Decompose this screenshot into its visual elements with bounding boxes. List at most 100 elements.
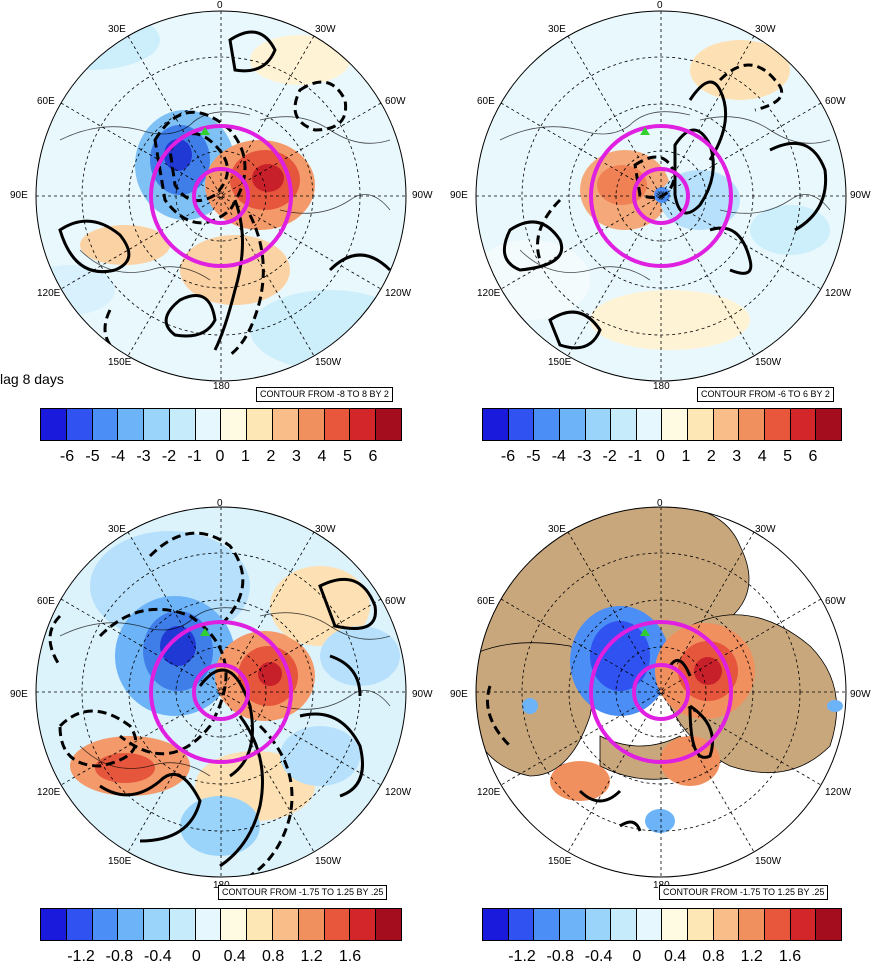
colorbar-swatch bbox=[636, 409, 663, 440]
colorbar-tick-label: 1.6 bbox=[778, 948, 802, 965]
map-panel-bottom-left: 0 30E 30W 60E 60W 90E 90W 120E 120W 150E… bbox=[0, 496, 440, 966]
colorbar-swatch bbox=[534, 409, 560, 440]
colorbar-swatch bbox=[790, 409, 817, 440]
colorbar-swatch bbox=[765, 409, 791, 440]
colorbar-swatch bbox=[221, 909, 248, 940]
colorbar-ticks: -1.2 -0.8 -0.4 0 0.4 0.8 1.2 1.6 bbox=[440, 948, 874, 966]
colorbar-swatch bbox=[195, 409, 222, 440]
colorbar-swatch bbox=[41, 909, 67, 940]
lon-label-30w: 30W bbox=[755, 24, 776, 35]
lon-label-0: 0 bbox=[217, 0, 223, 11]
colorbar-swatch bbox=[350, 909, 377, 940]
lon-label-60w: 60W bbox=[825, 96, 846, 107]
lon-label-30e: 30E bbox=[548, 524, 566, 535]
polar-map-top-left bbox=[35, 10, 407, 382]
lon-label-30w: 30W bbox=[315, 524, 336, 535]
colorbar-swatch bbox=[350, 409, 377, 440]
lon-label-150e: 150E bbox=[108, 357, 132, 368]
colorbar-tick-label: 5 bbox=[783, 448, 793, 465]
colorbar-swatch bbox=[144, 909, 170, 940]
colorbar-tick-label: 0.4 bbox=[664, 948, 687, 965]
colorbar-swatch bbox=[585, 909, 612, 940]
colorbar-swatch bbox=[636, 909, 663, 940]
polar-map-bottom-left bbox=[35, 506, 407, 878]
colorbar-tick-label: 1.2 bbox=[740, 948, 763, 965]
lon-label-150e: 150E bbox=[548, 357, 572, 368]
colorbar-swatch bbox=[688, 909, 714, 940]
lon-label-90w: 90W bbox=[412, 190, 433, 201]
colorbar-swatch bbox=[585, 409, 612, 440]
colorbar-tick-label: 4 bbox=[757, 448, 767, 465]
colorbar-swatch bbox=[298, 409, 325, 440]
colorbar-tick-label: -3 bbox=[136, 448, 151, 465]
colorbar-swatch bbox=[41, 409, 67, 440]
colorbar-swatch bbox=[662, 909, 689, 940]
colorbar-swatch bbox=[247, 909, 274, 940]
colorbar-swatch bbox=[376, 409, 401, 440]
colorbar-swatch bbox=[144, 409, 170, 440]
colorbar-swatch bbox=[298, 909, 325, 940]
colorbar-swatch bbox=[66, 909, 93, 940]
colorbar-swatch bbox=[324, 909, 351, 940]
lon-label-0: 0 bbox=[657, 0, 663, 11]
lon-label-180: 180 bbox=[653, 381, 670, 392]
colorbar-swatch bbox=[118, 409, 145, 440]
colorbar-swatch bbox=[483, 909, 509, 940]
lon-label-0: 0 bbox=[217, 498, 223, 509]
colorbar bbox=[40, 408, 402, 441]
contour-note: CONTOUR FROM -6 TO 6 BY 2 bbox=[697, 387, 834, 402]
colorbar-swatch bbox=[169, 409, 196, 440]
colorbar-swatch bbox=[273, 409, 299, 440]
colorbar-swatch bbox=[118, 909, 145, 940]
colorbar-ticks: -1.2 -0.8 -0.4 0 0.4 0.8 1.2 1.6 bbox=[0, 948, 440, 966]
colorbar-swatch bbox=[483, 409, 509, 440]
polar-map-top-right bbox=[475, 10, 847, 382]
colorbar-tick-label: 4 bbox=[317, 448, 327, 465]
colorbar-swatch bbox=[534, 909, 560, 940]
lon-label-120e: 120E bbox=[477, 787, 501, 798]
lon-label-90e: 90E bbox=[450, 689, 468, 700]
colorbar-swatch bbox=[790, 909, 817, 940]
colorbar-tick-label: -0.4 bbox=[144, 948, 172, 965]
lon-label-150w: 150W bbox=[315, 856, 342, 867]
lon-label-90w: 90W bbox=[850, 190, 871, 201]
colorbar bbox=[482, 908, 842, 941]
colorbar-tick-label: -6 bbox=[500, 448, 516, 465]
lag-label: lag 8 days bbox=[0, 371, 64, 387]
colorbar-swatch bbox=[273, 909, 299, 940]
colorbar-swatch bbox=[559, 909, 586, 940]
colorbar-swatch bbox=[66, 409, 93, 440]
colorbar-swatch bbox=[92, 909, 119, 940]
lon-label-60e: 60E bbox=[477, 96, 495, 107]
lon-label-120e: 120E bbox=[37, 288, 61, 299]
lon-label-120w: 120W bbox=[825, 288, 852, 299]
colorbar-tick-label: 3 bbox=[732, 448, 742, 465]
colorbar-swatch bbox=[713, 409, 740, 440]
colorbar-swatch bbox=[713, 909, 740, 940]
map-panel-top-right: 0 30E 30W 60E 60W 90E 90W 120E 120W 150E… bbox=[440, 0, 874, 480]
lon-label-30e: 30E bbox=[108, 524, 126, 535]
colorbar-swatch bbox=[92, 409, 119, 440]
colorbar-swatch bbox=[376, 909, 401, 940]
colorbar-tick-label: -2 bbox=[602, 448, 617, 465]
lon-label-30e: 30E bbox=[108, 24, 126, 35]
contour-note: CONTOUR FROM -8 TO 8 BY 2 bbox=[256, 387, 393, 402]
colorbar bbox=[482, 408, 842, 441]
lon-label-60w: 60W bbox=[825, 596, 846, 607]
lon-label-90e: 90E bbox=[10, 190, 28, 201]
lon-label-90e: 90E bbox=[450, 190, 468, 201]
colorbar-swatch bbox=[688, 409, 714, 440]
colorbar-tick-label: -0.8 bbox=[105, 948, 134, 965]
colorbar-tick-label: 1.2 bbox=[300, 948, 323, 965]
colorbar-tick-label: 1.6 bbox=[338, 948, 362, 965]
lon-label-60e: 60E bbox=[37, 96, 55, 107]
map-panel-top-left: 0 30E 30W 60E 60W 90E 90W 120E 120W 150E… bbox=[0, 0, 440, 480]
colorbar-tick-label: 0 bbox=[656, 448, 665, 465]
polar-map-bottom-right bbox=[475, 506, 847, 878]
colorbar-tick-label: -1.2 bbox=[67, 948, 95, 965]
colorbar-swatch bbox=[611, 909, 637, 940]
lon-label-60w: 60W bbox=[385, 96, 406, 107]
colorbar-swatch bbox=[816, 409, 841, 440]
colorbar-tick-label: -1.2 bbox=[508, 948, 536, 965]
lon-label-150w: 150W bbox=[755, 856, 782, 867]
